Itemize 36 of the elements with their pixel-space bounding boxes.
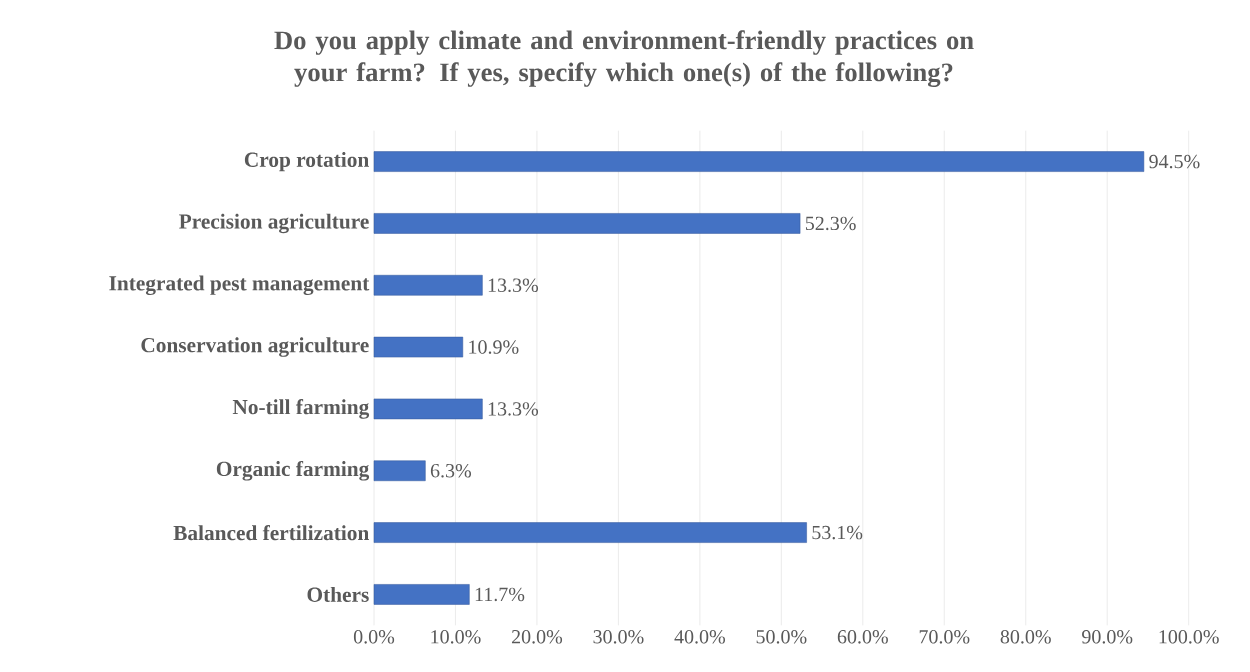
y-tick-label: Conservation agriculture	[141, 337, 369, 357]
x-tick-label: 90.0%	[1082, 630, 1133, 644]
bar	[373, 336, 464, 358]
x-tick-label: 30.0%	[593, 630, 644, 644]
bar	[373, 151, 1145, 172]
y-tick-label: Integrated pest management	[109, 275, 370, 296]
bar	[373, 460, 426, 482]
data-label: 10.9%	[469, 340, 519, 354]
x-tick-label: 80.0%	[1000, 630, 1051, 644]
x-tick-label: 40.0%	[674, 630, 726, 644]
data-label: 13.3%	[488, 402, 539, 416]
y-tick-label: Organic farming	[216, 460, 370, 481]
y-tick-label: Balanced fertilization	[173, 524, 369, 541]
bar	[373, 522, 807, 543]
x-tick-label: 0.0%	[353, 630, 395, 644]
x-tick-label: 60.0%	[837, 630, 888, 644]
chart-title: Do you apply climate and environment-friendly practices on your farm? If yes, specify which one(s) of the following?	[274, 30, 974, 87]
x-tick-label: 100.0%	[1159, 630, 1219, 644]
y-tick-label: Others	[307, 586, 369, 602]
y-tick-label: No-till farming	[232, 399, 370, 419]
data-label: 52.3%	[805, 216, 856, 231]
bar	[373, 584, 470, 605]
y-tick-label: Crop rotation	[244, 151, 369, 172]
x-tick-label: 20.0%	[511, 630, 563, 644]
x-tick-label: 70.0%	[919, 630, 970, 644]
bar	[373, 213, 801, 234]
data-label: 94.5%	[1149, 154, 1200, 169]
data-label: 6.3%	[430, 463, 472, 478]
bar	[373, 398, 483, 420]
x-tick-label: 10.0%	[431, 630, 481, 644]
y-tick-label: Precision agriculture	[179, 213, 369, 234]
data-label: 13.3%	[488, 278, 539, 293]
data-label: 11.7%	[475, 587, 525, 602]
x-tick-label: 50.0%	[756, 630, 807, 644]
bar	[373, 274, 483, 296]
data-label: 53.1%	[812, 525, 863, 540]
